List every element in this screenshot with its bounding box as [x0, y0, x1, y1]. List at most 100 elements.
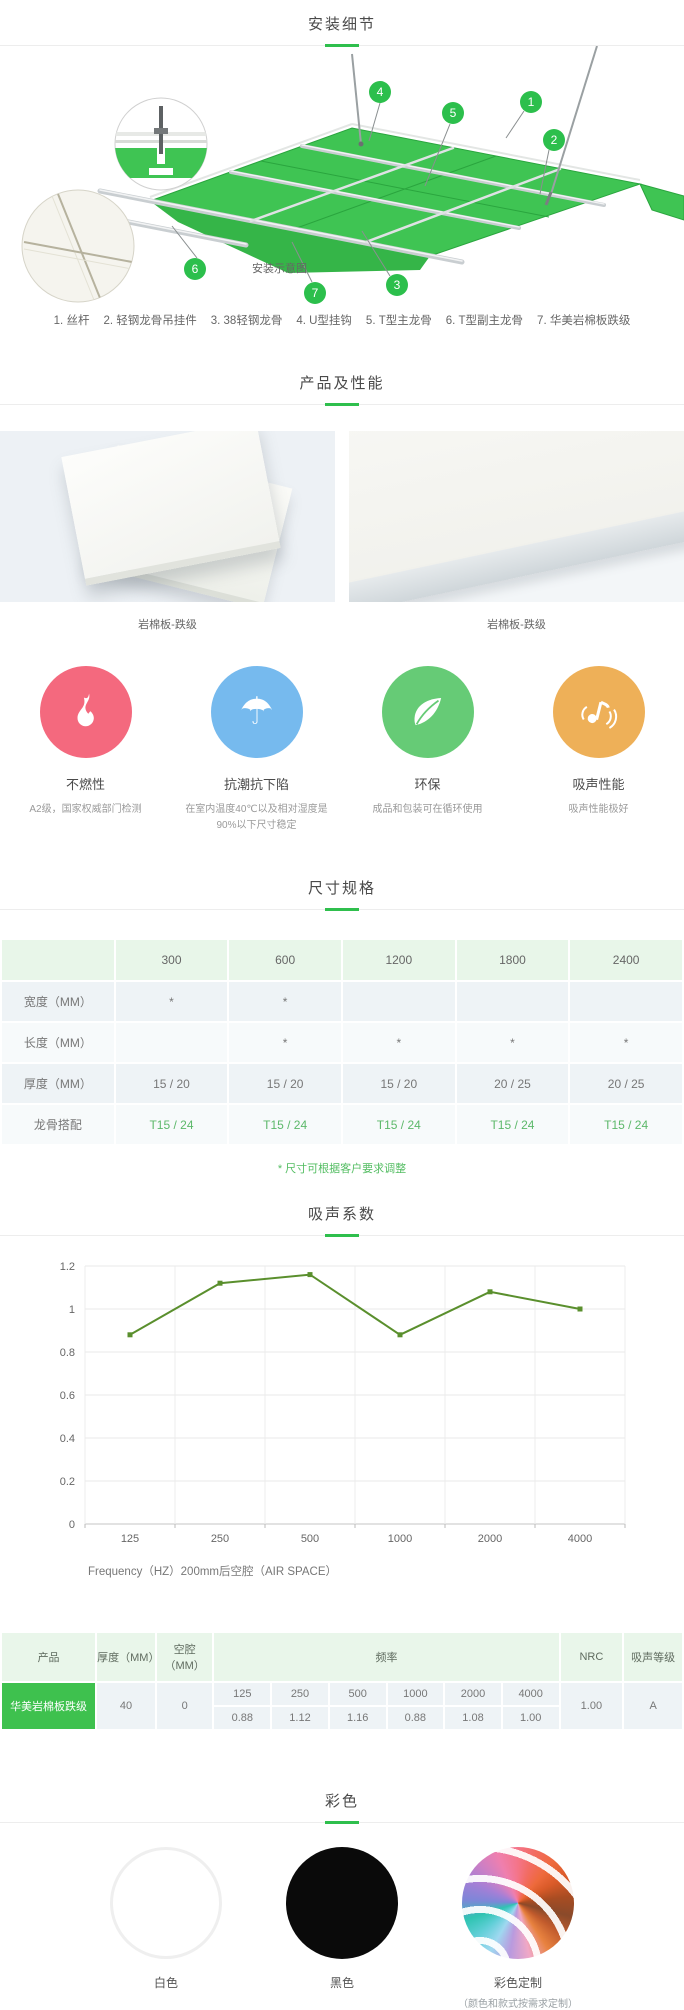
header-cell: 600	[229, 940, 341, 980]
cell: T15 / 24	[115, 1105, 228, 1144]
header-cell: 吸声等级	[624, 1633, 682, 1681]
product-images	[0, 431, 684, 602]
value-cell: 1.16	[329, 1707, 386, 1729]
leaf-icon	[381, 666, 474, 758]
cell: T15 / 24	[456, 1105, 569, 1144]
table-row: 厚度（MM） 15 / 20 15 / 20 15 / 20 20 / 25 2…	[2, 1064, 682, 1103]
product-image-caption: 岩棉板-跌级	[487, 619, 546, 631]
detail-callout-joint	[21, 189, 135, 303]
section-title: 彩色	[324, 1793, 359, 1810]
color-label: 白色	[153, 1976, 178, 1990]
row-label: 宽度（MM）	[2, 982, 114, 1021]
feature-fireproof: 不燃性 A2级，国家权威部门检测	[0, 666, 171, 834]
color-option-white: 白色	[91, 1847, 241, 2010]
svg-text:1: 1	[69, 1304, 75, 1316]
cell: *	[229, 982, 341, 1021]
diagram-caption: 安装示意图	[252, 261, 307, 275]
diagram-badges: 1 2 3 4 5 6 7	[184, 81, 565, 304]
legend-item: 3. 38轻钢龙骨	[210, 315, 283, 327]
flame-icon	[39, 666, 132, 758]
custom-color-swatch	[462, 1847, 574, 1959]
cell	[115, 1023, 228, 1062]
header-cell: 厚度（MM）	[97, 1633, 159, 1681]
product-image-caption: 岩棉板-跌级	[138, 619, 197, 631]
feature-title: 环保	[414, 777, 441, 792]
cell: 20 / 25	[456, 1064, 569, 1103]
header-cell: 2400	[570, 940, 682, 980]
color-option-custom: 彩色定制 （颜色和款式按需求定制）	[443, 1847, 593, 2010]
cell: 20 / 25	[570, 1064, 682, 1103]
cell	[342, 982, 455, 1021]
color-options: 白色 黑色 彩色定制 （颜色和款式按需求定制）	[0, 1847, 684, 2010]
color-label: 黑色	[329, 1976, 354, 1990]
section-install-details: 安装细节	[0, 0, 684, 47]
cell: *	[570, 1023, 682, 1062]
section-divider	[0, 1821, 684, 1824]
badge-1: 1	[528, 95, 535, 109]
legend-item: 2. 轻钢龙骨吊挂件	[103, 315, 197, 327]
value-cell: 0.88	[387, 1707, 444, 1729]
badge-4: 4	[377, 85, 384, 99]
badge-5: 5	[450, 106, 457, 120]
nrc-cell: 1.00	[560, 1683, 623, 1729]
value-cell: 0.88	[214, 1707, 271, 1729]
header-cell: 1200	[342, 940, 455, 980]
cell: T15 / 24	[229, 1105, 341, 1144]
feature-title: 不燃性	[65, 777, 105, 792]
feature-list: 不燃性 A2级，国家权威部门检测 ☂ 抗潮抗下陷 在室内温度40℃以及相对湿度是…	[0, 666, 684, 834]
section-divider	[0, 908, 684, 911]
cell: *	[456, 1023, 569, 1062]
cell	[456, 982, 569, 1021]
cell: *	[229, 1023, 341, 1062]
table-row: 华美岩棉板跌级 40 0 125 250 500 1000 2000 4000 …	[2, 1683, 682, 1729]
legend-item: 7. 华美岩棉板跌级	[537, 315, 631, 327]
product-name-cell: 华美岩棉板跌级	[2, 1683, 96, 1729]
cell: T15 / 24	[342, 1105, 455, 1144]
table-row: 0.88 1.12 1.16 0.88 1.08 1.00	[2, 1707, 682, 1729]
row-label: 厚度（MM）	[2, 1064, 114, 1103]
feature-desc: 成品和包装可在循环使用	[372, 804, 483, 815]
section-divider	[0, 403, 684, 406]
badge-2: 2	[551, 133, 558, 147]
row-label: 长度（MM）	[2, 1023, 114, 1062]
svg-text:125: 125	[121, 1533, 139, 1545]
chart-caption: Frequency（HZ）200mm后空腔（AIR SPACE）	[88, 1566, 338, 1578]
white-swatch	[110, 1847, 222, 1959]
color-option-black: 黑色	[267, 1847, 417, 2010]
badge-7: 7	[312, 286, 319, 300]
badge-3: 3	[394, 278, 401, 292]
header-cell: 频率	[214, 1633, 559, 1681]
freq-cell: 1000	[387, 1683, 444, 1705]
legend-item: 6. T型副主龙骨	[445, 315, 524, 327]
feature-desc: 在室内温度40℃以及相对湿度是90%以下尺寸稳定	[185, 804, 328, 831]
svg-text:500: 500	[301, 1533, 319, 1545]
feature-desc: 吸声性能极好	[568, 804, 629, 815]
feature-title: 吸声性能	[572, 777, 625, 792]
freq-cell: 500	[329, 1683, 386, 1705]
section-title: 安装细节	[307, 16, 376, 33]
section-title: 吸声系数	[307, 1206, 376, 1223]
size-spec-table: 300 600 1200 1800 2400 宽度（MM） * * 长度（MM）…	[0, 938, 684, 1146]
product-image-corner	[349, 431, 684, 602]
freq-cell: 250	[272, 1683, 328, 1705]
section-absorption: 吸声系数	[0, 1190, 684, 1237]
size-footnote: * 尺寸可根据客户要求调整	[277, 1163, 407, 1175]
badge-6: 6	[192, 262, 199, 276]
svg-text:2000: 2000	[478, 1533, 502, 1545]
cavity-cell: 0	[156, 1683, 213, 1729]
table-row: 长度（MM） * * * *	[2, 1023, 682, 1062]
section-divider	[0, 1234, 684, 1237]
table-row: 龙骨搭配 T15 / 24 T15 / 24 T15 / 24 T15 / 24…	[2, 1105, 682, 1144]
feature-desc: A2级，国家权威部门检测	[29, 804, 142, 815]
table-header-row: 300 600 1200 1800 2400	[2, 940, 682, 980]
performance-table: 产品 厚度（MM） 空腔（MM） 频率 NRC 吸声等级 华美岩棉板跌级 40 …	[0, 1631, 684, 1731]
cell: *	[342, 1023, 455, 1062]
header-cell: 产品	[2, 1633, 96, 1681]
product-image-panels	[0, 431, 335, 602]
diagram-legend: 1. 丝杆 2. 轻钢龙骨吊挂件 3. 38轻钢龙骨 4. U型挂钩 5. T型主龙骨 6…	[0, 313, 684, 329]
section-product-performance: 产品及性能	[0, 359, 684, 406]
umbrella-icon: ☂	[210, 666, 303, 758]
grade-cell: A	[624, 1683, 682, 1729]
detail-callout-section	[114, 97, 208, 191]
product-image-captions: 岩棉板-跌级 岩棉板-跌级	[0, 616, 684, 632]
